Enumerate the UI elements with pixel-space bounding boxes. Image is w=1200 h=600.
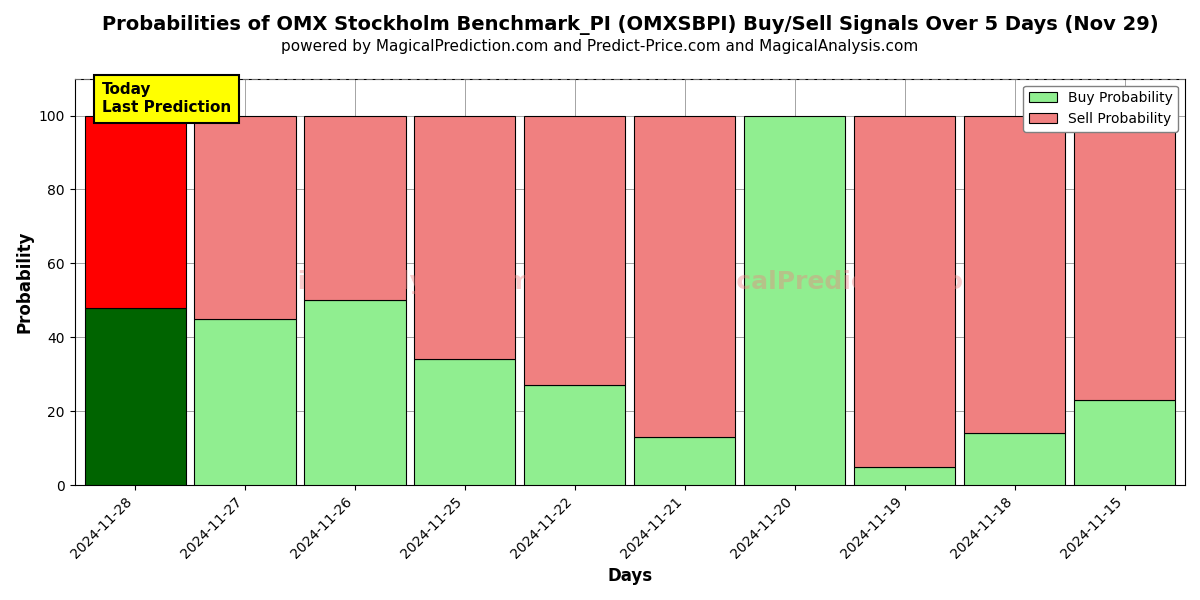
Bar — [305, 116, 406, 301]
Bar — [524, 116, 625, 385]
Bar — [1074, 116, 1175, 400]
Bar — [964, 116, 1066, 433]
Y-axis label: Probability: Probability — [16, 230, 34, 333]
Bar — [84, 116, 186, 308]
Bar — [524, 385, 625, 485]
Title: Probabilities of OMX Stockholm Benchmark_PI (OMXSBPI) Buy/Sell Signals Over 5 Da: Probabilities of OMX Stockholm Benchmark… — [102, 15, 1158, 35]
Bar — [635, 437, 736, 485]
Bar — [194, 319, 295, 485]
Bar — [1074, 400, 1175, 485]
X-axis label: Days: Days — [607, 567, 653, 585]
Text: MagicalPrediction.com: MagicalPrediction.com — [670, 270, 990, 294]
Text: powered by MagicalPrediction.com and Predict-Price.com and MagicalAnalysis.com: powered by MagicalPrediction.com and Pre… — [281, 39, 919, 54]
Bar — [964, 433, 1066, 485]
Bar — [305, 301, 406, 485]
Legend: Buy Probability, Sell Probability: Buy Probability, Sell Probability — [1024, 86, 1178, 131]
Bar — [854, 116, 955, 467]
Bar — [635, 116, 736, 437]
Bar — [854, 467, 955, 485]
Bar — [414, 359, 516, 485]
Bar — [414, 116, 516, 359]
Text: MagicalAnalysis.com: MagicalAnalysis.com — [239, 270, 533, 294]
Text: Today
Last Prediction: Today Last Prediction — [102, 82, 232, 115]
Bar — [84, 308, 186, 485]
Bar — [744, 116, 845, 485]
Bar — [194, 116, 295, 319]
